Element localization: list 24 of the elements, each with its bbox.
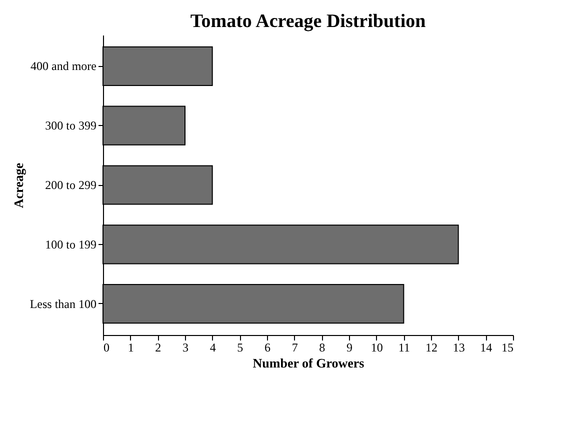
y-tick-label: 300 to 399	[45, 118, 96, 133]
x-tick-label: 3	[182, 340, 188, 354]
x-tick-label: 10	[370, 340, 383, 354]
x-tick-label: 8	[319, 340, 326, 354]
x-tick-label: 14	[480, 340, 492, 354]
x-tick-label: 4	[210, 340, 216, 354]
x-tick-label: 2	[155, 340, 162, 354]
y-tick-label: 100 to 199	[45, 237, 96, 252]
y-tick-label: 200 to 299	[45, 178, 96, 192]
x-tick-label: 6	[264, 340, 270, 354]
y-tick-label: 400 and more	[30, 59, 96, 74]
x-tick-label: 1	[128, 340, 134, 354]
y-axis-title: Acreage	[10, 162, 26, 208]
x-tick-label: 0	[104, 340, 110, 354]
x-tick-label: 7	[292, 340, 298, 354]
x-tick-label: 9	[346, 340, 352, 354]
x-tick-label: 13	[452, 340, 465, 354]
x-tick-label: 5	[237, 340, 244, 354]
chart-title: Tomato Acreage Distribution	[190, 11, 426, 32]
y-tick-label: Less than 100	[30, 296, 96, 311]
x-tick-label: 15	[502, 340, 514, 354]
x-axis-title: Number of Growers	[252, 356, 364, 370]
x-tick-label: 11	[398, 340, 410, 354]
x-tick-label: 12	[426, 340, 438, 354]
